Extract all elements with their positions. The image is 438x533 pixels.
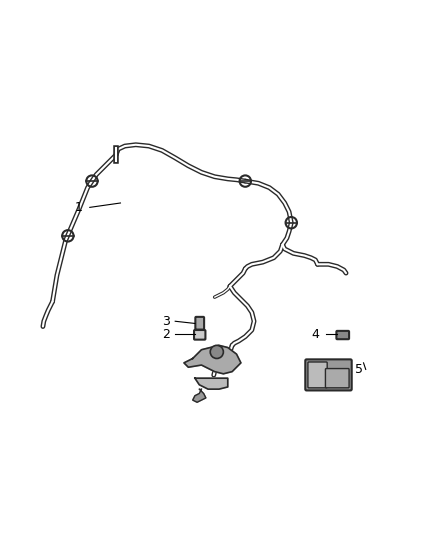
Polygon shape [193, 389, 206, 402]
Text: 3: 3 [162, 315, 170, 328]
FancyBboxPatch shape [336, 331, 349, 339]
FancyBboxPatch shape [305, 359, 352, 391]
Polygon shape [195, 378, 228, 389]
Text: 5: 5 [355, 363, 363, 376]
Text: 4: 4 [311, 328, 319, 341]
Text: 2: 2 [162, 328, 170, 341]
FancyBboxPatch shape [308, 362, 327, 388]
FancyBboxPatch shape [195, 317, 204, 329]
Circle shape [210, 345, 223, 359]
FancyBboxPatch shape [194, 330, 205, 340]
Polygon shape [184, 345, 241, 374]
FancyBboxPatch shape [325, 368, 349, 388]
Text: 1: 1 [75, 201, 83, 214]
